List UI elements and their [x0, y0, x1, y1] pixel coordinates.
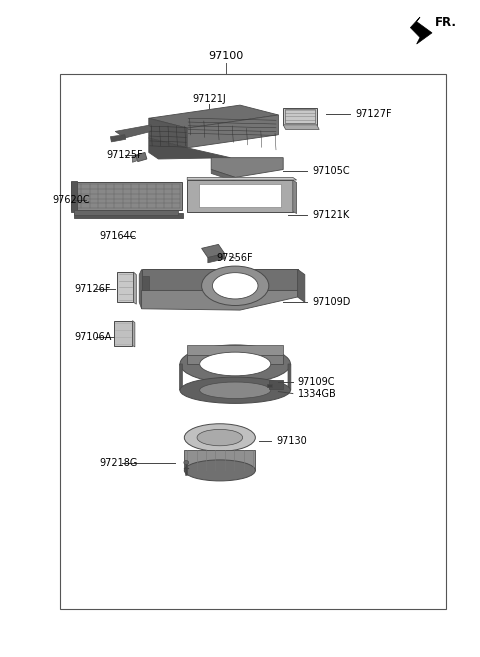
Polygon shape — [180, 364, 182, 390]
Polygon shape — [71, 182, 182, 210]
Text: 97109D: 97109D — [312, 296, 350, 307]
Text: 97127F: 97127F — [355, 109, 392, 120]
Polygon shape — [187, 355, 283, 364]
Polygon shape — [211, 170, 235, 181]
Text: 97121K: 97121K — [312, 210, 349, 221]
Polygon shape — [288, 364, 291, 390]
Polygon shape — [187, 115, 278, 148]
Polygon shape — [187, 345, 283, 355]
Polygon shape — [187, 177, 297, 180]
Polygon shape — [74, 210, 178, 215]
Polygon shape — [283, 108, 317, 125]
Ellipse shape — [212, 273, 258, 299]
Polygon shape — [202, 244, 225, 258]
Text: 1334GB: 1334GB — [298, 388, 336, 399]
Polygon shape — [142, 290, 298, 310]
Polygon shape — [117, 272, 133, 302]
Polygon shape — [267, 384, 272, 387]
Ellipse shape — [184, 460, 255, 481]
Polygon shape — [142, 269, 298, 290]
Text: 97126F: 97126F — [74, 284, 111, 294]
Polygon shape — [187, 180, 293, 212]
Polygon shape — [139, 269, 142, 309]
Polygon shape — [114, 321, 132, 346]
Polygon shape — [410, 17, 432, 44]
Ellipse shape — [180, 377, 290, 403]
Text: 97109C: 97109C — [298, 376, 335, 387]
Polygon shape — [199, 184, 281, 207]
Ellipse shape — [200, 382, 271, 398]
Polygon shape — [184, 450, 255, 470]
Text: 97130: 97130 — [276, 436, 307, 446]
Ellipse shape — [184, 461, 189, 464]
Polygon shape — [142, 276, 149, 290]
Ellipse shape — [180, 345, 290, 383]
Text: 97100: 97100 — [208, 51, 243, 61]
Ellipse shape — [184, 424, 255, 451]
Text: 97106A: 97106A — [74, 332, 112, 342]
Polygon shape — [208, 254, 225, 263]
Polygon shape — [133, 272, 136, 304]
Text: 97218G: 97218G — [100, 457, 138, 468]
Ellipse shape — [202, 266, 269, 306]
Text: 97256F: 97256F — [216, 253, 252, 263]
Text: 97164C: 97164C — [100, 231, 137, 241]
Bar — [60, 74, 446, 609]
Polygon shape — [211, 158, 283, 177]
Polygon shape — [132, 321, 135, 347]
Polygon shape — [115, 125, 151, 138]
Text: FR.: FR. — [434, 16, 456, 30]
Polygon shape — [136, 152, 147, 162]
Polygon shape — [149, 118, 187, 148]
Text: 97620C: 97620C — [53, 194, 90, 205]
Polygon shape — [149, 138, 230, 159]
Polygon shape — [110, 135, 126, 142]
Ellipse shape — [197, 430, 243, 445]
Ellipse shape — [200, 352, 271, 376]
Text: 97125F: 97125F — [107, 150, 143, 160]
Polygon shape — [149, 105, 278, 128]
Text: 97121J: 97121J — [192, 95, 226, 104]
Text: 97105C: 97105C — [312, 166, 349, 176]
Polygon shape — [283, 125, 319, 129]
Polygon shape — [74, 213, 183, 218]
Polygon shape — [298, 269, 305, 302]
Polygon shape — [293, 180, 297, 214]
Polygon shape — [132, 155, 136, 162]
Polygon shape — [71, 181, 77, 212]
Polygon shape — [269, 380, 283, 389]
